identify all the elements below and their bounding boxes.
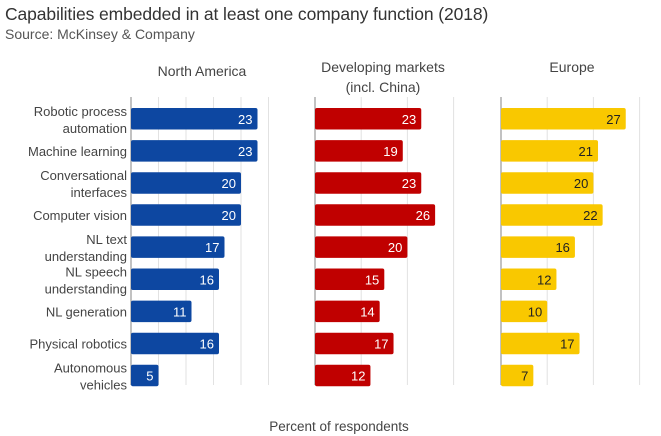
- bars: [131, 108, 626, 387]
- bar: [501, 108, 626, 130]
- value-label: 16: [200, 336, 214, 351]
- bar: [315, 332, 394, 355]
- category-label-line: understanding: [45, 249, 127, 264]
- labels: Robotic process automation Machine learnin…: [28, 59, 621, 393]
- bar: [131, 332, 219, 355]
- value-label: 19: [383, 144, 397, 159]
- value-label: 15: [365, 272, 379, 287]
- category-label: Autonomous vehicles: [54, 361, 127, 393]
- bar: [131, 300, 192, 323]
- bar: [501, 204, 603, 226]
- bar: [315, 268, 385, 290]
- category-label-line: Autonomous: [54, 361, 127, 376]
- bar: [131, 172, 241, 194]
- value-label: 27: [606, 112, 620, 127]
- category-label-line: vehicles: [80, 378, 127, 393]
- category-label-line: interfaces: [71, 185, 128, 200]
- value-label: 21: [579, 144, 593, 159]
- value-label: 5: [146, 369, 153, 384]
- category-label-line: NL speech: [65, 264, 127, 279]
- category-label-line: Computer vision: [33, 208, 127, 223]
- value-label: 23: [402, 112, 416, 127]
- bar: [131, 364, 159, 387]
- bar: [501, 236, 575, 258]
- chart-subtitle: Source: McKinsey & Company: [5, 26, 195, 42]
- panel-title: North America: [158, 63, 247, 79]
- category-label-line: NL generation: [46, 304, 127, 319]
- bar: [131, 204, 241, 226]
- panel-title: (incl. China): [346, 79, 421, 95]
- category-label: NL generation: [46, 304, 127, 319]
- value-label: 17: [560, 336, 574, 351]
- category-label-line: automation: [63, 121, 127, 136]
- value-label: 16: [200, 272, 214, 287]
- value-label: 12: [537, 272, 551, 287]
- value-label: 20: [574, 176, 588, 191]
- bar: [315, 140, 403, 162]
- category-label: Conversational interfaces: [40, 168, 127, 200]
- category-label: Machine learning: [28, 144, 127, 159]
- bar: [315, 172, 422, 194]
- category-label: Computer vision: [33, 208, 127, 223]
- bar: [501, 364, 534, 387]
- category-label: NL speech understanding: [45, 264, 127, 296]
- category-label-line: understanding: [45, 281, 127, 296]
- value-label: 12: [351, 369, 365, 384]
- bar: [315, 108, 422, 130]
- value-label: 11: [173, 304, 187, 319]
- value-label: 22: [583, 208, 597, 223]
- bar: [315, 300, 380, 323]
- bar: [131, 236, 225, 258]
- bar: [131, 108, 258, 130]
- value-label: 7: [521, 369, 528, 384]
- x-axis-label: Percent of respondents: [269, 419, 409, 434]
- bar: [131, 268, 219, 290]
- chart-title: Capabilities embedded in at least one co…: [5, 4, 489, 24]
- bar: [501, 140, 599, 162]
- category-label: Physical robotics: [29, 336, 127, 351]
- value-label: 17: [205, 240, 219, 255]
- category-label-line: Conversational: [40, 168, 127, 183]
- value-label: 20: [388, 240, 402, 255]
- value-label: 23: [238, 112, 252, 127]
- panel-title: Europe: [549, 59, 594, 75]
- bar: [501, 268, 557, 290]
- category-label: NL text understanding: [45, 232, 128, 264]
- value-label: 20: [222, 176, 236, 191]
- bar: [501, 172, 594, 194]
- category-label: Robotic process automation: [34, 104, 128, 136]
- category-label-line: Robotic process: [34, 104, 128, 119]
- value-label: 23: [402, 176, 416, 191]
- value-label: 23: [238, 144, 252, 159]
- category-label-line: NL text: [86, 232, 127, 247]
- value-label: 16: [555, 240, 569, 255]
- bar: [315, 204, 436, 226]
- panel-title: Developing markets: [321, 59, 445, 75]
- value-label: 17: [374, 336, 388, 351]
- value-label: 20: [222, 208, 236, 223]
- bar: [315, 236, 408, 258]
- bar: [501, 300, 548, 323]
- value-label: 26: [416, 208, 430, 223]
- bar: [131, 140, 258, 162]
- category-label-line: Physical robotics: [29, 336, 127, 351]
- bar: [315, 364, 371, 387]
- value-label: 10: [528, 304, 542, 319]
- bar: [501, 332, 580, 355]
- value-label: 14: [360, 304, 374, 319]
- category-label-line: Machine learning: [28, 144, 127, 159]
